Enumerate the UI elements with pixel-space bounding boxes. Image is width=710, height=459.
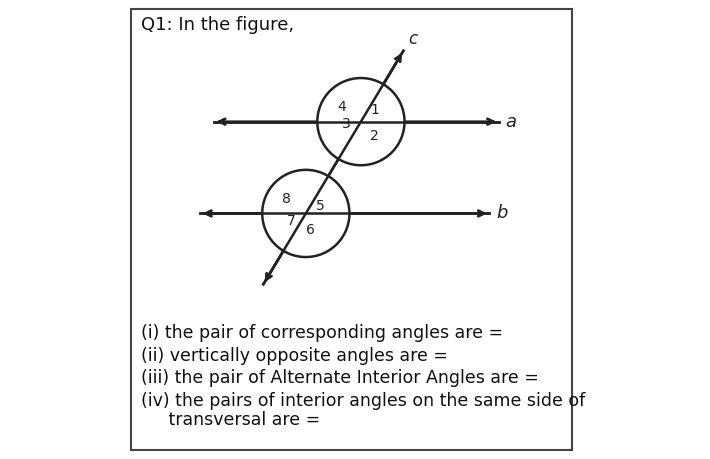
Text: 5: 5 xyxy=(316,199,324,213)
Text: (i) the pair of corresponding angles are =: (i) the pair of corresponding angles are… xyxy=(141,324,503,341)
Text: (iii) the pair of Alternate Interior Angles are =: (iii) the pair of Alternate Interior Ang… xyxy=(141,369,538,387)
Text: (iv) the pairs of interior angles on the same side of: (iv) the pairs of interior angles on the… xyxy=(141,392,585,410)
FancyBboxPatch shape xyxy=(131,9,572,450)
Text: (ii) vertically opposite angles are =: (ii) vertically opposite angles are = xyxy=(141,347,447,364)
Circle shape xyxy=(262,170,349,257)
Text: 3: 3 xyxy=(342,117,351,131)
Text: 6: 6 xyxy=(306,223,315,237)
Text: 8: 8 xyxy=(282,192,291,206)
Text: 4: 4 xyxy=(337,100,346,114)
Text: Q1: In the figure,: Q1: In the figure, xyxy=(141,16,294,34)
Text: c: c xyxy=(408,30,417,49)
Circle shape xyxy=(317,78,405,165)
Text: 7: 7 xyxy=(287,213,296,228)
Text: 2: 2 xyxy=(370,129,378,143)
Text: transversal are =: transversal are = xyxy=(141,411,320,429)
Text: b: b xyxy=(496,204,508,223)
Text: a: a xyxy=(506,112,516,131)
Text: 1: 1 xyxy=(371,103,380,117)
